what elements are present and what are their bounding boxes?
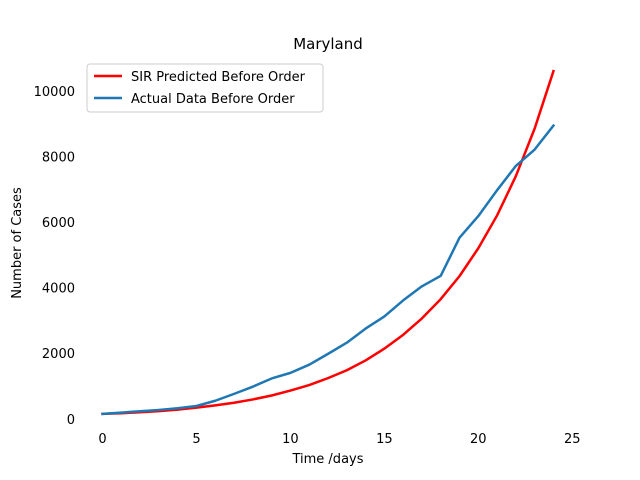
series-line-sir-predicted — [101, 69, 556, 416]
x-axis-label: Time /days — [291, 452, 363, 467]
x-tick-label: 20 — [470, 432, 487, 447]
x-tick-label: 5 — [192, 432, 200, 447]
x-tick-label: 25 — [564, 432, 581, 447]
x-axis-ticks: 0 5 10 15 20 25 — [98, 432, 580, 447]
y-tick-label: 10000 — [34, 85, 75, 100]
y-tick-label: 6000 — [42, 216, 75, 231]
legend: SIR Predicted Before Order Actual Data B… — [86, 63, 324, 113]
chart-title: Maryland — [293, 35, 363, 53]
legend-label-sir-predicted: SIR Predicted Before Order — [131, 70, 306, 85]
y-tick-label: 8000 — [42, 150, 75, 165]
y-tick-label: 2000 — [42, 347, 75, 362]
y-axis-ticks: 0 2000 4000 6000 8000 10000 — [34, 85, 75, 428]
legend-box — [86, 63, 324, 113]
y-tick-label: 0 — [67, 413, 75, 428]
y-axis-label: Number of Cases — [10, 187, 25, 299]
series-lines — [101, 69, 556, 416]
series-line-actual-data — [101, 123, 556, 416]
x-tick-label: 15 — [376, 432, 393, 447]
y-tick-label: 4000 — [42, 282, 75, 297]
x-tick-label: 10 — [282, 432, 299, 447]
x-tick-label: 0 — [98, 432, 106, 447]
legend-label-actual-data: Actual Data Before Order — [131, 92, 295, 107]
